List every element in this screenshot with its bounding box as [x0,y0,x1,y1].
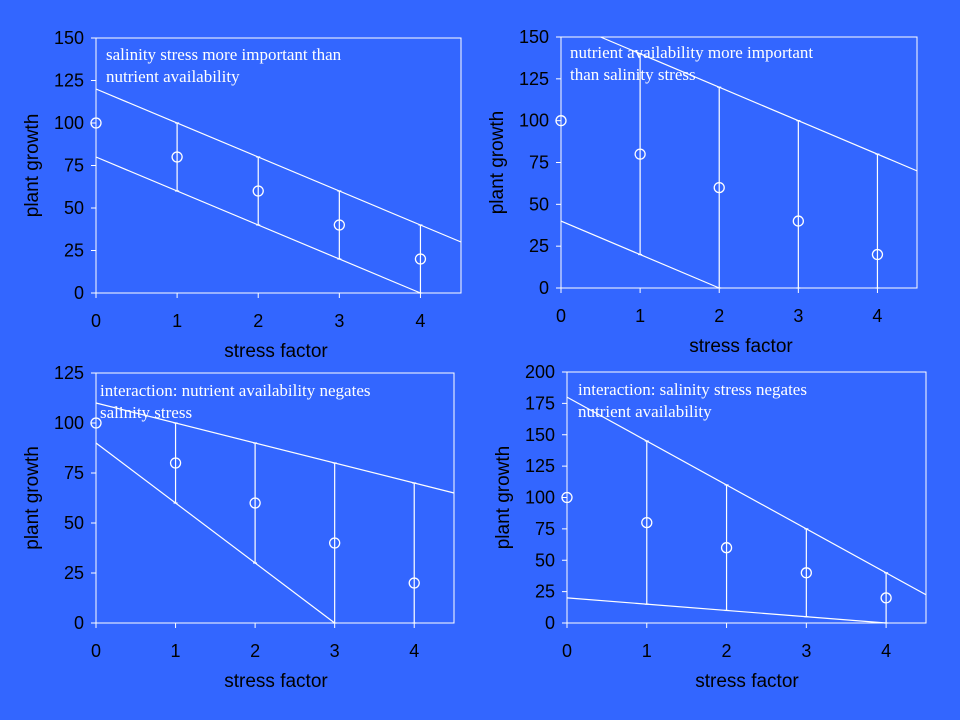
chart-panel-2: 0 25 50 75 100 125 150 0 1 2 3 4 stress factor plant … [487,27,918,357]
x-tick-label: 4 [415,311,425,331]
y-tick-label: 25 [64,241,84,261]
chart-annotation: interaction: salinity stress negates [578,380,807,399]
data-point [880,592,892,604]
data-point [713,181,725,194]
y-tick-label: 50 [64,513,84,533]
trend-line [95,402,455,494]
y-tick-label: 100 [54,113,84,133]
x-tick-label: 1 [642,641,652,661]
x-tick-label: 2 [714,306,724,326]
y-tick-label: 100 [54,413,84,433]
y-tick-label: 125 [519,69,549,89]
x-tick-label: 3 [334,311,344,331]
plot-area [95,372,455,624]
y-tick-label: 75 [535,519,555,539]
data-point [252,185,264,197]
y-tick-label: 0 [539,278,549,298]
y-tick-label: 25 [529,236,549,256]
data-point [561,491,573,504]
y-tick-label: 50 [529,194,549,214]
data-point [90,417,102,429]
y-tick-label: 100 [525,488,555,508]
x-axis-label: stress factor [689,336,793,357]
x-tick-label: 2 [250,641,260,661]
y-tick-label: 100 [519,111,549,131]
x-axis-label: stress factor [224,341,328,362]
y-tick-label: 150 [525,425,555,445]
y-tick-label: 50 [64,198,84,218]
chart-annotation: salinity stress [100,403,192,422]
x-tick-label: 3 [801,641,811,661]
y-tick-label: 50 [535,550,555,570]
trend-line [566,396,927,596]
chart-annotation: nutrient availability [578,402,712,421]
trend-line [95,88,462,243]
y-axis-label: plant growth [487,111,508,215]
y-tick-label: 75 [529,153,549,173]
x-tick-label: 0 [562,641,572,661]
x-axis-label: stress factor [224,671,328,692]
chart-panel-3: 0 25 50 75 100 125 0 1 2 3 4 stress factor plant gro… [22,363,455,692]
y-tick-label: 150 [519,27,549,47]
data-point [249,497,261,509]
chart-annotation: than salinity stress [570,65,696,84]
y-tick-label: 125 [54,363,84,383]
chart-annotation: nutrient availability [106,67,240,86]
y-tick-label: 25 [64,563,84,583]
chart-annotation: interaction: nutrient availability negat… [100,381,371,400]
y-tick-label: 125 [54,71,84,91]
data-point [169,457,182,469]
y-tick-label: 175 [525,393,555,413]
y-tick-label: 0 [74,613,84,633]
y-tick-label: 0 [74,283,84,303]
x-tick-label: 1 [635,306,645,326]
x-axis-label: stress factor [695,671,799,692]
x-tick-label: 0 [91,641,101,661]
trend-line [600,36,918,172]
data-point [800,567,812,579]
x-tick-label: 0 [91,311,101,331]
data-point [90,117,102,129]
chart-annotation: nutrient availability more important [570,43,813,62]
trend-line [95,442,336,624]
chart-panel-4: 0 25 50 75 100 125 150 175 200 0 1 2 3 4 stress factor… [493,362,927,692]
data-point [871,248,884,261]
x-tick-label: 3 [330,641,340,661]
data-point [414,253,427,265]
y-tick-label: 150 [54,28,84,48]
x-tick-label: 2 [722,641,732,661]
x-tick-label: 2 [253,311,263,331]
data-point [634,148,646,160]
y-axis-label: plant growth [22,114,43,218]
data-point [720,542,733,554]
y-axis-label: plant growth [22,446,43,550]
chart-panel-1: 0 25 50 75 100 125 150 0 1 2 3 4 stress factor plant … [22,28,462,362]
data-point [329,537,341,549]
data-point [555,115,567,127]
y-tick-label: 25 [535,582,555,602]
x-tick-label: 4 [409,641,419,661]
x-tick-label: 0 [556,306,566,326]
y-tick-label: 75 [64,463,84,483]
data-point [792,215,804,227]
x-tick-label: 4 [872,306,882,326]
y-axis-label: plant growth [493,446,514,550]
x-tick-label: 4 [881,641,891,661]
data-point [333,219,345,231]
x-tick-label: 1 [171,641,181,661]
chart-annotation: salinity stress more important than [106,45,342,64]
y-tick-label: 200 [525,362,555,382]
data-point [408,577,420,589]
data-point [641,516,653,529]
y-tick-label: 75 [64,156,84,176]
x-tick-label: 1 [172,311,182,331]
x-tick-label: 3 [793,306,803,326]
y-tick-label: 0 [545,613,555,633]
y-tick-label: 125 [525,456,555,476]
data-point [171,151,183,163]
